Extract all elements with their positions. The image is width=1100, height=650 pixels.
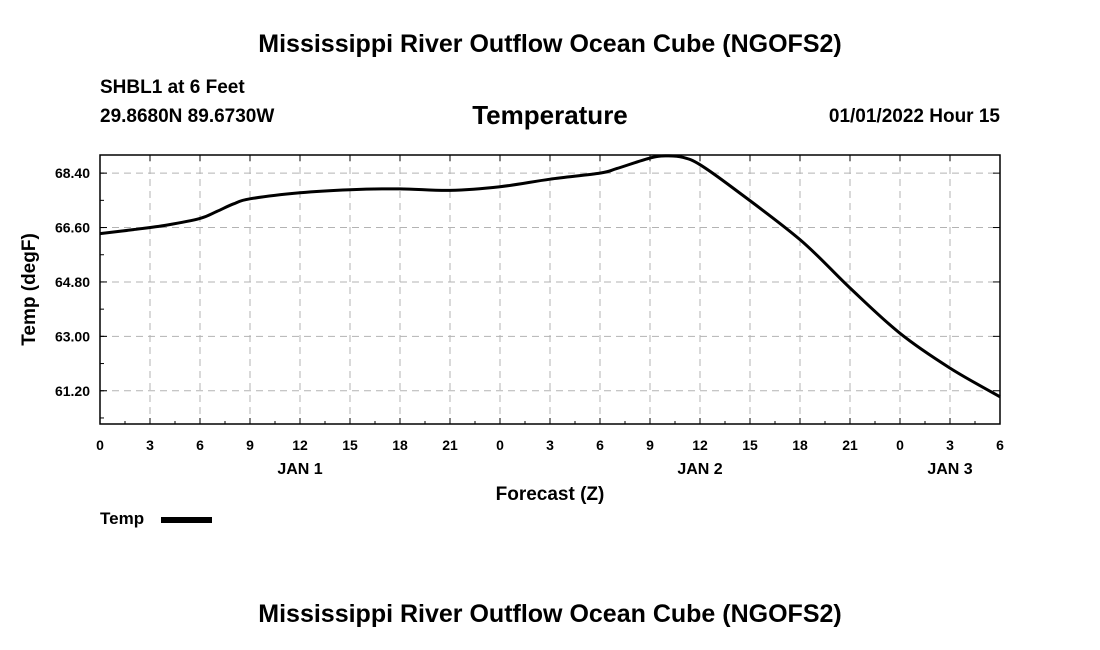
data-point-temp xyxy=(166,224,168,226)
x-tick-label: 0 xyxy=(496,437,504,453)
data-point-temp xyxy=(549,178,551,180)
x-tick-label: 12 xyxy=(692,437,708,453)
x-tick-label: 9 xyxy=(246,437,254,453)
x-axis-label: Forecast (Z) xyxy=(496,484,605,505)
chart-main-title: Mississippi River Outflow Ocean Cube (NG… xyxy=(258,30,842,58)
y-tick-label: 61.20 xyxy=(55,383,90,399)
x-tick-label: 3 xyxy=(946,437,954,453)
data-point-temp xyxy=(616,168,618,170)
data-point-temp xyxy=(249,198,251,200)
station-label: SHBL1 at 6 Feet xyxy=(100,77,245,98)
x-tick-label: 15 xyxy=(342,437,358,453)
forecast-datetime: 01/01/2022 Hour 15 xyxy=(828,106,1000,127)
y-tick-label: 63.00 xyxy=(55,328,90,344)
data-point-temp xyxy=(699,164,701,166)
x-tick-label: 18 xyxy=(792,437,808,453)
data-point-temp xyxy=(349,189,351,191)
data-point-temp xyxy=(999,396,1001,398)
x-tick-label: 21 xyxy=(442,437,458,453)
data-point-temp xyxy=(499,186,501,188)
y-tick-label: 64.80 xyxy=(55,274,90,290)
x-tick-label: 6 xyxy=(196,437,204,453)
x-tick-label: 6 xyxy=(996,437,1004,453)
x-day-label: JAN 3 xyxy=(927,461,972,478)
x-tick-label: 9 xyxy=(646,437,654,453)
data-point-temp xyxy=(232,203,234,205)
data-point-temp xyxy=(132,229,134,231)
data-point-temp xyxy=(799,239,801,241)
data-point-temp xyxy=(682,156,684,158)
data-point-temp xyxy=(949,367,951,369)
x-tick-label: 18 xyxy=(392,437,408,453)
x-tick-label: 3 xyxy=(546,437,554,453)
y-tick-label: 68.40 xyxy=(55,165,90,181)
data-point-temp xyxy=(99,233,101,235)
x-tick-label: 12 xyxy=(292,437,308,453)
data-point-temp xyxy=(849,287,851,289)
footer-main-title: Mississippi River Outflow Ocean Cube (NG… xyxy=(258,600,842,628)
data-point-temp xyxy=(599,172,601,174)
data-point-temp xyxy=(216,211,218,213)
station-coordinates: 29.8680N 89.6730W xyxy=(100,106,275,127)
data-point-temp xyxy=(399,188,401,190)
data-point-temp xyxy=(299,192,301,194)
data-point-temp xyxy=(899,332,901,334)
x-tick-label: 6 xyxy=(596,437,604,453)
x-tick-label: 21 xyxy=(842,437,858,453)
x-tick-label: 0 xyxy=(96,437,104,453)
x-tick-label: 3 xyxy=(146,437,154,453)
x-day-label: JAN 1 xyxy=(277,461,322,478)
data-point-temp xyxy=(449,189,451,191)
panel-title: Temperature xyxy=(472,100,628,130)
data-point-temp xyxy=(649,157,651,159)
data-point-temp xyxy=(732,187,734,189)
y-axis-label: Temp (degF) xyxy=(19,233,40,346)
x-day-label: JAN 2 xyxy=(677,461,722,478)
data-point-temp xyxy=(199,217,201,219)
data-point-temp xyxy=(666,155,668,157)
x-tick-label: 15 xyxy=(742,437,758,453)
x-tick-label: 0 xyxy=(896,437,904,453)
legend-label: Temp xyxy=(100,509,145,528)
y-tick-label: 66.60 xyxy=(55,220,90,236)
legend-line-swatch xyxy=(161,517,212,523)
